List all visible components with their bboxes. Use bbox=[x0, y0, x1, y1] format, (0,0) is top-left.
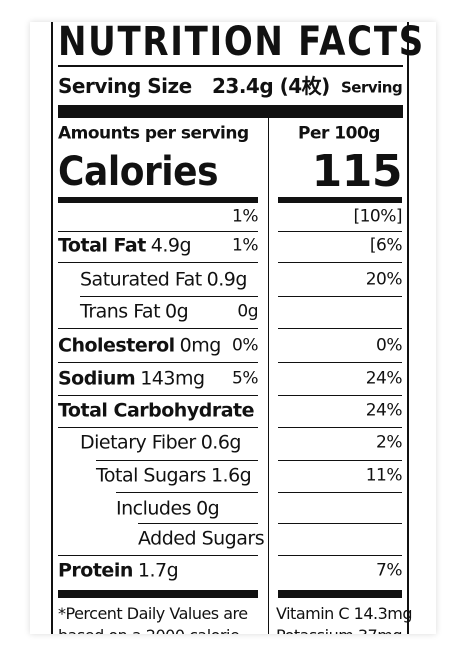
title: NUTRITION FACTS bbox=[58, 22, 425, 65]
nutrient-amount: 1.7g bbox=[137, 559, 179, 582]
per100-header: Per 100g bbox=[298, 123, 380, 144]
row-rule bbox=[278, 362, 402, 363]
per-100g: 24% bbox=[365, 368, 403, 389]
serving-amount: 23.4g (4枚) bbox=[212, 74, 330, 98]
nutrient-name: Saturated Fat bbox=[80, 268, 202, 291]
nutrient-name: Dietary Fiber bbox=[80, 431, 196, 454]
row-rule bbox=[58, 427, 258, 428]
nutrient-name: Sodium bbox=[58, 367, 136, 390]
nutrient-name: Cholesterol bbox=[58, 334, 175, 357]
per-100g: [10%] bbox=[353, 206, 402, 227]
per-100g: 7% bbox=[376, 560, 402, 581]
nutrient-name: Total Fat bbox=[58, 234, 146, 257]
nutrient-name: Added Sugars bbox=[138, 527, 265, 550]
calories-label: Calories bbox=[58, 149, 219, 195]
nutrient-amount: 0.6g bbox=[200, 431, 242, 454]
row-rule bbox=[80, 296, 258, 297]
row-rule bbox=[278, 328, 402, 329]
vitamin: Potassium 37mg bbox=[276, 628, 402, 635]
daily-value: 5% bbox=[232, 368, 258, 389]
row-rule bbox=[278, 523, 402, 524]
row-rule bbox=[278, 262, 402, 263]
thick-bar bbox=[278, 590, 402, 598]
row-rule bbox=[278, 296, 402, 297]
border-left bbox=[51, 22, 53, 634]
row-rule bbox=[58, 231, 258, 232]
row-rule bbox=[96, 460, 258, 461]
row-rule bbox=[58, 328, 258, 329]
thick-bar bbox=[278, 197, 402, 203]
footnote: *Percent Daily Values are bbox=[58, 604, 248, 623]
serving-label: Serving Size bbox=[58, 74, 192, 98]
row-rule bbox=[278, 231, 402, 232]
nutrient-amount: 0g bbox=[196, 497, 220, 520]
column-divider bbox=[268, 114, 269, 634]
nutrient-amount: 0.9g bbox=[206, 268, 248, 291]
daily-value: 1% bbox=[232, 235, 258, 256]
footnote: based on a 2000 calorie bbox=[58, 628, 240, 635]
nutrient-name: Total Sugars bbox=[96, 464, 206, 487]
row-rule bbox=[58, 362, 258, 363]
nutrient-name: Total Carbohydrate bbox=[58, 399, 254, 422]
nutrient-amount: 0g bbox=[165, 300, 189, 323]
row-rule bbox=[116, 492, 258, 493]
serving-unit: Serving bbox=[341, 78, 403, 97]
nutrient-amount: 0mg bbox=[179, 334, 222, 357]
per-100g: [6% bbox=[369, 235, 403, 256]
thick-bar bbox=[58, 105, 403, 118]
row-rule bbox=[278, 427, 402, 428]
row-rule bbox=[58, 395, 258, 396]
per-100g: 2% bbox=[376, 432, 402, 453]
amounts-header: Amounts per serving bbox=[58, 123, 249, 144]
row-rule bbox=[278, 395, 402, 396]
per-100g: 24% bbox=[365, 400, 403, 421]
daily-value: 0% bbox=[232, 335, 258, 356]
daily-value: 0g bbox=[237, 301, 258, 322]
border-right bbox=[407, 22, 409, 634]
thick-bar bbox=[58, 197, 258, 203]
row-rule bbox=[138, 523, 258, 524]
calories-value: 115 bbox=[311, 146, 403, 197]
row-rule bbox=[58, 262, 258, 263]
row-rule bbox=[278, 460, 402, 461]
nutrient-name: Protein bbox=[58, 559, 133, 582]
nutrient-name: Includes bbox=[116, 497, 192, 520]
row-rule bbox=[278, 555, 402, 556]
row-rule bbox=[58, 555, 258, 556]
thick-bar bbox=[58, 590, 258, 598]
daily-value: 1% bbox=[232, 206, 258, 227]
per-100g: 0% bbox=[376, 335, 402, 356]
nutrient-amount: 1.6g bbox=[210, 464, 252, 487]
row-rule bbox=[278, 492, 402, 493]
rule bbox=[58, 65, 403, 67]
vitamin: Vitamin C 14.3mg bbox=[276, 604, 413, 623]
per-100g: 20% bbox=[365, 269, 403, 290]
nutrient-amount: 143mg bbox=[140, 367, 205, 390]
per-100g: 11% bbox=[365, 465, 403, 486]
nutrient-amount: 4.9g bbox=[150, 234, 192, 257]
nutrition-label: NUTRITION FACTS Serving Size 23.4g (4枚) … bbox=[30, 22, 436, 634]
nutrient-name: Trans Fat bbox=[80, 300, 161, 323]
